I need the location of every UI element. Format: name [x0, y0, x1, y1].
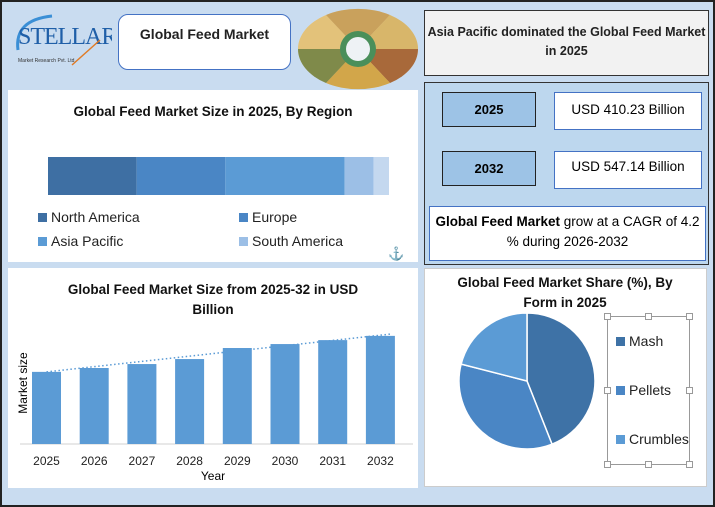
region-segment-3 — [344, 157, 374, 195]
year-2032-label: 2032 — [442, 151, 536, 186]
legend-europe: Europe — [239, 209, 297, 225]
bar-2025 — [32, 371, 61, 444]
legend-label: South America — [252, 233, 344, 249]
resize-handle[interactable] — [604, 387, 611, 394]
svg-text:STELLAR: STELLAR — [18, 24, 112, 50]
resize-handle[interactable] — [686, 387, 693, 394]
legend-label: North America — [51, 209, 140, 225]
year-2025-label: 2025 — [442, 92, 536, 127]
region-chart-title: Global Feed Market Size in 2025, By Regi… — [73, 104, 353, 119]
legend-north-america: North America — [38, 209, 140, 225]
pie-chart-title: Global Feed Market Share (%), By Form in… — [457, 275, 673, 310]
region-segment-1 — [136, 157, 226, 195]
form-pie-panel: Global Feed Market Share (%), By Form in… — [424, 268, 707, 487]
size-chart-panel: Global Feed Market Size from 2025-32 in … — [8, 268, 418, 488]
cagr-box: Global Feed Market grow at a CAGR of 4.2… — [429, 206, 706, 261]
size-chart-title: Global Feed Market Size from 2025-32 in … — [67, 282, 359, 317]
legend-south-america: South America — [239, 233, 343, 249]
anchor-icon: ⚓ — [388, 246, 405, 261]
region-segment-0 — [48, 157, 137, 195]
x-tick-label: 2026 — [81, 454, 108, 468]
resize-handle[interactable] — [645, 313, 652, 320]
region-segment-2 — [225, 157, 345, 195]
x-tick-label: 2029 — [224, 454, 251, 468]
form-pie-chart — [458, 312, 596, 450]
resize-handle[interactable] — [686, 313, 693, 320]
x-tick-label: 2031 — [319, 454, 346, 468]
x-tick-label: 2027 — [129, 454, 156, 468]
bar-2029 — [222, 348, 252, 444]
legend-swatch — [616, 385, 625, 395]
legend-swatch — [616, 434, 625, 444]
x-axis-label: Year — [200, 469, 226, 483]
legend-asia-pacific: Asia Pacific — [38, 233, 123, 249]
x-tick-label: 2030 — [272, 454, 299, 468]
x-tick-label: 2028 — [176, 454, 203, 468]
legend-swatch — [239, 212, 248, 222]
x-tick-label: 2025 — [33, 454, 60, 468]
bar-2026 — [79, 367, 109, 444]
cagr-text: grow at a CAGR of 4.2 % during 2026-2032 — [506, 214, 700, 249]
legend-swatch — [38, 212, 47, 222]
resize-handle[interactable] — [604, 461, 611, 468]
legend-label: Crumbles — [629, 431, 689, 447]
legend-swatch — [239, 236, 248, 246]
x-tick-label: 2032 — [367, 454, 394, 468]
y-axis-label: Market size — [16, 352, 30, 414]
region-segment-4 — [373, 157, 389, 195]
legend-swatch — [616, 336, 625, 346]
bar-2032 — [365, 335, 395, 444]
resize-handle[interactable] — [645, 461, 652, 468]
cagr-subject: Global Feed Market — [435, 214, 560, 229]
region-chart-panel: Global Feed Market Size in 2025, By Regi… — [8, 90, 418, 262]
bar-2031 — [318, 340, 348, 444]
pie-slice-crumbles — [460, 312, 528, 382]
legend-crumbles: Crumbles — [616, 431, 689, 447]
pie-slice-pellets — [458, 363, 554, 450]
stellar-logo: STELLAR Market Research Pvt. Ltd. — [16, 14, 112, 66]
page-title: Global Feed Market — [118, 14, 291, 70]
value-2025: USD 410.23 Billion — [554, 92, 702, 130]
legend-swatch — [38, 236, 47, 246]
legend-mash: Mash — [616, 333, 663, 349]
svg-text:Market Research Pvt. Ltd.: Market Research Pvt. Ltd. — [18, 58, 76, 64]
bar-2030 — [270, 344, 300, 444]
resize-handle[interactable] — [686, 461, 693, 468]
legend-label: Pellets — [629, 382, 672, 398]
highlight-box: Asia Pacific dominated the Global Feed M… — [424, 10, 709, 76]
bar-2028 — [175, 359, 205, 444]
legend-pellets: Pellets — [616, 382, 671, 398]
size-bar-chart: 2025 2026 2027 2028 2029 2030 2031 2032 — [20, 333, 413, 468]
resize-handle[interactable] — [604, 313, 611, 320]
stats-panel: 2025 USD 410.23 Billion 2032 USD 547.14 … — [424, 82, 709, 265]
legend-label: Asia Pacific — [51, 233, 124, 249]
pie-legend[interactable]: Mash Pellets Crumbles — [604, 313, 693, 468]
legend-label: Europe — [252, 209, 298, 225]
bar-2027 — [127, 364, 157, 444]
feed-grains-image — [297, 8, 419, 90]
legend-label: Mash — [629, 333, 664, 349]
region-stacked-bar — [48, 157, 389, 195]
value-2032: USD 547.14 Billion — [554, 151, 702, 189]
pie-slice-mash — [526, 312, 596, 446]
